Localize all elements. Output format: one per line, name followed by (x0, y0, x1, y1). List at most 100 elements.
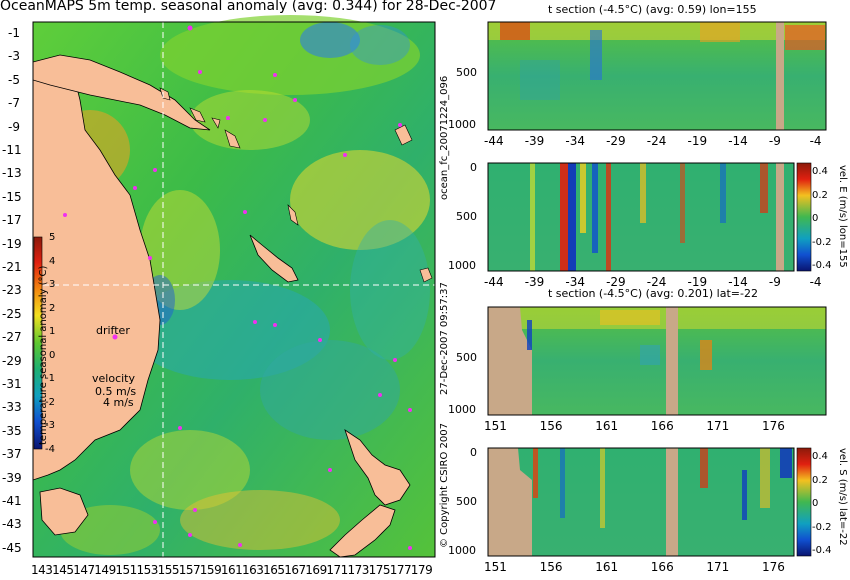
map-lat-tick: -31 (2, 377, 22, 391)
map-colorbar-label: temperature seasonal anomaly (°C) (38, 265, 49, 445)
panel-x-tick: -44 (484, 134, 504, 148)
section-panel-1-plot (487, 21, 827, 131)
panel-colorbar-tick: 0.4 (812, 166, 828, 177)
section-panel-2-plot (487, 162, 812, 272)
panel-y-tick: 0 (470, 446, 477, 459)
panel-x-tick: -14 (728, 134, 748, 148)
panel-x-tick: 156 (539, 560, 563, 574)
panel-colorbar-tick: -0.4 (812, 260, 832, 271)
map-lon-tick: 173 (347, 563, 370, 577)
map-lon-tick: 179 (410, 563, 433, 577)
panel-x-tick: -19 (687, 275, 708, 289)
panel-x-tick: 171 (706, 560, 730, 574)
panel-x-tick: 166 (650, 560, 674, 574)
map-lat-tick: -7 (8, 96, 20, 111)
map-colorbar-tick: 3 (49, 279, 56, 290)
map-colorbar-tick: 5 (49, 232, 56, 243)
panel-colorbar-tick: -0.2 (812, 236, 832, 248)
map-plot-area (32, 15, 436, 558)
panel-x-tick: -29 (606, 134, 626, 148)
panel-x-tick: -4 (809, 134, 822, 148)
velocity-scale-1: 0.5 m/s (95, 385, 137, 398)
panel-colorbar-tick: -0.4 (812, 545, 832, 556)
panel-x-tick: -44 (484, 275, 504, 289)
panel-colorbar-tick: 0.2 (812, 189, 828, 201)
map-colorbar-tick: -3 (45, 420, 55, 431)
panel-y-tick: 1000 (448, 118, 476, 131)
panel-x-tick: -29 (606, 275, 626, 289)
map-lon-tick: 149 (94, 563, 116, 577)
panel-y-tick: 0 (470, 161, 477, 174)
map-lat-tick: -25 (2, 306, 22, 321)
panel-x-tick: -9 (768, 275, 781, 289)
map-lon-tick: 159 (199, 563, 222, 577)
panel-x-tick: 171 (706, 419, 730, 433)
panel-x-tick: -39 (524, 275, 545, 289)
map-colorbar-tick: -1 (45, 373, 55, 384)
map-lon-tick: 157 (178, 563, 201, 577)
panel-x-tick: 176 (762, 560, 785, 574)
map-lon-tick: 155 (157, 563, 180, 577)
panel-colorbar-tick: 0.2 (812, 474, 828, 486)
map-lat-tick: -3 (8, 49, 20, 64)
panel-y-tick: 500 (456, 66, 477, 79)
panel-4-colorbar-label: vel. S (m/s) lat=-22 (837, 448, 848, 546)
panel-colorbar-tick: 0 (812, 213, 819, 224)
map-colorbar-tick: 4 (49, 255, 56, 267)
map-lat-tick: -1 (8, 26, 20, 40)
map-lat-tick: -39 (2, 470, 22, 485)
panel-y-tick: 500 (456, 210, 477, 223)
map-colorbar-tick: 1 (49, 326, 56, 337)
section-panel-3-plot (487, 306, 827, 416)
map-lat-tick: -43 (2, 517, 22, 532)
panel-x-tick: -24 (646, 134, 667, 148)
panel-x-tick: 176 (762, 419, 785, 433)
section-panel-4-plot (487, 447, 812, 557)
panel-x-tick: -14 (728, 275, 748, 289)
panel-x-tick: -24 (646, 275, 667, 289)
map-colorbar-tick: 0 (49, 349, 56, 361)
map-lat-tick: -37 (2, 447, 22, 462)
velocity-label: velocity (92, 372, 135, 385)
map-lat-tick: -21 (2, 260, 22, 274)
map-lon-tick: 167 (284, 563, 306, 577)
map-lat-tick: -11 (2, 143, 22, 157)
map-title: OceanMAPS 5m temp. seasonal anomaly (avg… (0, 0, 497, 14)
map-lat-tick: -41 (2, 494, 22, 508)
map-lat-tick: -35 (2, 423, 22, 438)
map-colorbar (33, 236, 43, 450)
run-id-label: ocean_fc_20071224_096 (439, 75, 450, 200)
map-lat-tick: -15 (2, 189, 22, 204)
map-lat-tick: -17 (2, 213, 22, 228)
panel-x-tick: 151 (484, 560, 507, 574)
map-lon-tick: 147 (73, 563, 95, 577)
map-lat-tick: -23 (2, 283, 22, 298)
map-lon-tick: 165 (263, 563, 285, 577)
map-lon-tick: 151 (115, 563, 137, 577)
panel-y-tick: 1000 (448, 544, 476, 557)
map-lon-tick: 153 (136, 563, 159, 577)
map-lon-tick: 171 (326, 563, 348, 577)
panel-x-tick: -39 (524, 134, 545, 148)
map-colorbar-tick: -4 (45, 443, 55, 455)
panel-x-tick: 151 (484, 419, 507, 433)
panel-y-tick: 1000 (448, 259, 476, 272)
map-lon-tick: 163 (242, 563, 264, 577)
map-lon-tick: 161 (220, 563, 243, 577)
panel-colorbar-tick: 0.4 (812, 451, 828, 462)
panel-x-tick: -34 (565, 134, 585, 148)
panel-colorbar-tick: 0 (812, 498, 819, 509)
panel-2-colorbar-label: vel. E (m/s) lon=155 (837, 165, 848, 268)
panel-x-tick: -4 (809, 275, 822, 289)
panel-x-tick: 161 (595, 560, 619, 574)
map-colorbar-tick: -2 (45, 396, 55, 408)
panel-x-tick: -34 (565, 275, 585, 289)
map-lon-tick: 143 (31, 563, 53, 577)
map-lon-tick: 145 (52, 563, 74, 577)
map-lat-tick: -29 (2, 353, 22, 368)
panel-x-tick: 161 (595, 419, 619, 433)
copyright-label: © Copyright CSIRO 2007 (439, 423, 450, 548)
panel-3-title: t section (-4.5°C) (avg: 0.201) lat=-22 (548, 287, 758, 300)
map-lat-tick: -19 (2, 236, 22, 251)
